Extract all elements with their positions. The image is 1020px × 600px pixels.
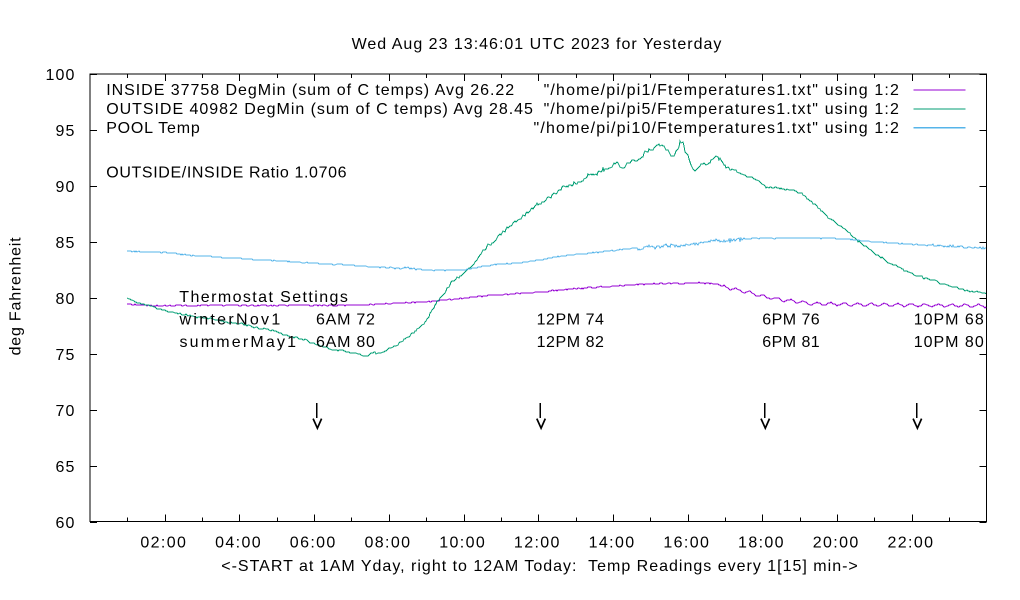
svg-text:95: 95 (56, 123, 76, 140)
svg-text:Thermostat Settings: Thermostat Settings (179, 289, 349, 306)
svg-text:<-START at 1AM Yday, right to: <-START at 1AM Yday, right to 12AM Today… (221, 558, 859, 575)
svg-text:80: 80 (56, 291, 76, 308)
svg-text:85: 85 (56, 235, 76, 252)
svg-text:16:00: 16:00 (663, 534, 710, 551)
svg-text:04:00: 04:00 (215, 534, 262, 551)
svg-text:INSIDE 37758 DegMin (sum of C: INSIDE 37758 DegMin (sum of C temps) Avg… (106, 82, 515, 99)
svg-text:6AM 80: 6AM 80 (316, 334, 376, 351)
svg-text:75: 75 (56, 347, 76, 364)
svg-text:"/home/pi/pi5/Ftemperatures1.t: "/home/pi/pi5/Ftemperatures1.txt" using … (544, 101, 901, 118)
svg-text:deg Fahrenheit: deg Fahrenheit (8, 237, 25, 356)
svg-text:6PM 76: 6PM 76 (762, 312, 820, 329)
svg-text:Wed Aug 23 13:46:01 UTC 2023 f: Wed Aug 23 13:46:01 UTC 2023 for Yesterd… (352, 36, 723, 53)
svg-text:08:00: 08:00 (365, 534, 412, 551)
svg-text:100: 100 (46, 67, 76, 84)
svg-text:60: 60 (56, 515, 76, 532)
svg-text:6PM 81: 6PM 81 (762, 334, 820, 351)
svg-text:12PM 82: 12PM 82 (537, 334, 605, 351)
svg-text:12PM 74: 12PM 74 (537, 312, 605, 329)
svg-text:65: 65 (56, 459, 76, 476)
svg-text:6AM 72: 6AM 72 (316, 312, 376, 329)
svg-text:"/home/pi/pi1/Ftemperatures1.t: "/home/pi/pi1/Ftemperatures1.txt" using … (544, 82, 901, 99)
svg-text:"/home/pi/pi10/Ftemperatures1.: "/home/pi/pi10/Ftemperatures1.txt" using… (534, 120, 901, 137)
svg-text:10PM 80: 10PM 80 (914, 334, 985, 351)
svg-text:22:00: 22:00 (887, 534, 934, 551)
svg-text:70: 70 (56, 403, 76, 420)
svg-text:18:00: 18:00 (738, 534, 785, 551)
svg-text:20:00: 20:00 (813, 534, 860, 551)
svg-text:POOL Temp: POOL Temp (106, 120, 200, 137)
svg-text:90: 90 (56, 179, 76, 196)
svg-text:06:00: 06:00 (290, 534, 337, 551)
svg-text:winterNov1: winterNov1 (179, 312, 283, 329)
svg-text:OUTSIDE 40982 DegMin (sum of C: OUTSIDE 40982 DegMin (sum of C temps) Av… (106, 101, 534, 118)
svg-text:02:00: 02:00 (140, 534, 187, 551)
svg-text:OUTSIDE/INSIDE Ratio 1.0706: OUTSIDE/INSIDE Ratio 1.0706 (106, 164, 347, 181)
svg-text:summerMay1: summerMay1 (180, 334, 299, 351)
svg-text:14:00: 14:00 (589, 534, 636, 551)
svg-text:10:00: 10:00 (439, 534, 486, 551)
svg-text:10PM 68: 10PM 68 (914, 312, 985, 329)
svg-text:12:00: 12:00 (514, 534, 561, 551)
